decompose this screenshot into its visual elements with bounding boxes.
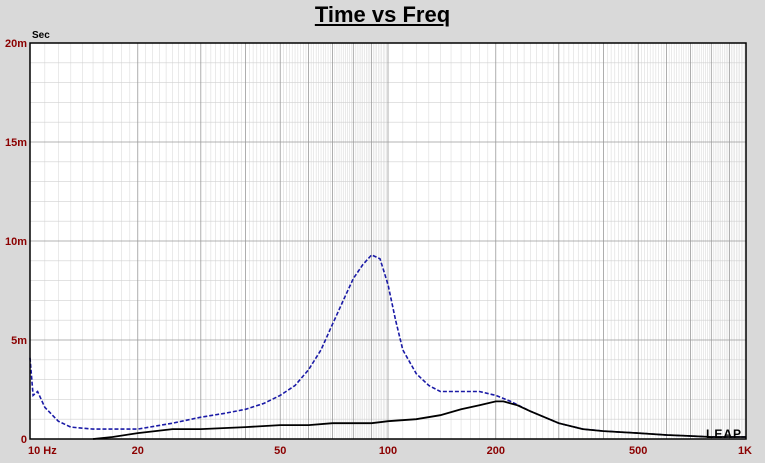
leap-logo: LEAP	[706, 427, 742, 441]
y-tick-label: 5m	[11, 335, 27, 347]
series-line-2	[92, 400, 746, 440]
y-tick-label: 20m	[5, 38, 27, 50]
plot-frame	[29, 42, 747, 440]
x-tick-label: 50	[274, 445, 286, 457]
y-unit-label: Sec	[32, 30, 50, 41]
x-tick-label: 20	[132, 445, 144, 457]
series-layer	[29, 253, 746, 440]
grid-major	[30, 43, 746, 439]
x-tick-labels: 10 Hz 20 50 100 200 500 1K	[28, 445, 752, 457]
chart-title: Time vs Freq	[314, 2, 451, 27]
x-tick-label: 1K	[738, 445, 752, 457]
y-tick-label: 0	[21, 434, 27, 446]
y-tick-labels: 20m 15m 10m 5m 0	[5, 38, 27, 446]
x-tick-label: 10 Hz	[28, 445, 57, 457]
y-tick-label: 15m	[5, 137, 27, 149]
x-tick-label: 500	[629, 445, 647, 457]
x-tick-label: 100	[379, 445, 397, 457]
x-tick-label: 200	[487, 445, 505, 457]
series-line-1	[29, 253, 746, 438]
y-tick-label: 10m	[5, 236, 27, 248]
